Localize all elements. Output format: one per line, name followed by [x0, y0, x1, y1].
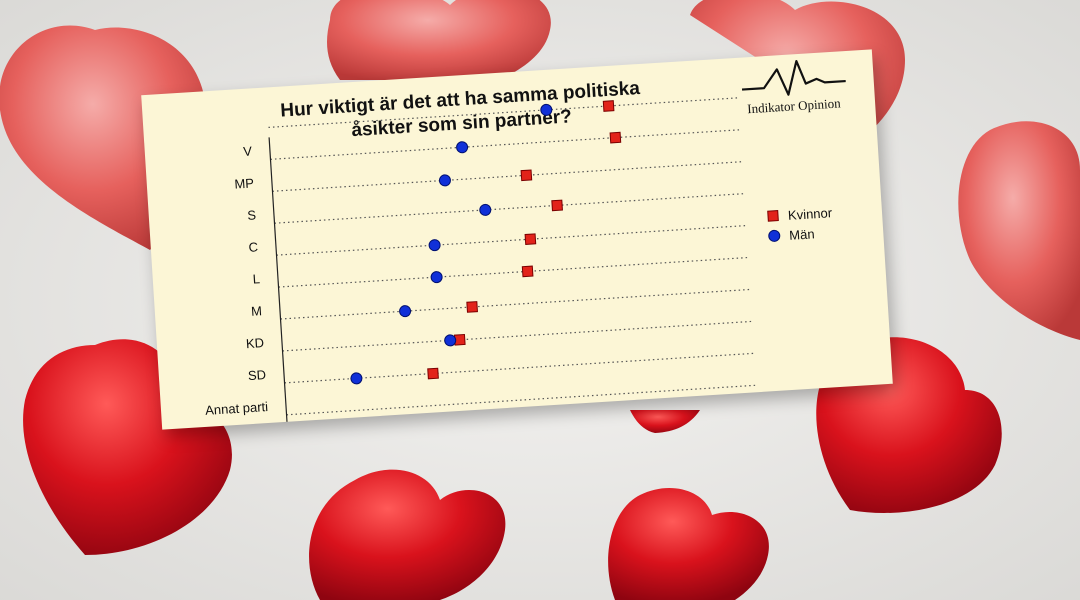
grid-line — [272, 161, 742, 192]
grid-line — [276, 225, 746, 256]
sugar-heart — [958, 121, 1080, 340]
grid-line — [280, 288, 750, 320]
kvinnor-point — [602, 100, 615, 112]
legend-label: Kvinnor — [788, 205, 834, 223]
legend: Kvinnor Män — [767, 205, 834, 243]
kvinnor-point — [524, 233, 537, 245]
grid-line — [284, 352, 754, 384]
man-point — [479, 203, 492, 216]
kvinnor-point — [551, 199, 563, 212]
legend-marker-man — [768, 229, 781, 242]
gummy-heart-partial — [630, 410, 700, 433]
brand-name: Indikator Opinion — [747, 95, 842, 116]
category-label: MP — [234, 175, 254, 191]
man-point — [456, 141, 469, 154]
kvinnor-point — [520, 169, 533, 182]
kvinnor-point — [609, 131, 622, 144]
man-point — [444, 334, 457, 347]
grid-line — [278, 256, 748, 288]
category-label: M — [251, 303, 263, 319]
pulse-line-icon — [741, 60, 846, 96]
man-point — [350, 372, 363, 385]
kvinnor-point — [521, 265, 534, 278]
gummy-heart — [608, 487, 769, 600]
kvinnor-point — [427, 367, 439, 380]
kvinnor-point — [466, 301, 478, 313]
man-point — [428, 239, 441, 252]
category-label: SD — [247, 367, 266, 383]
grid-line — [286, 384, 756, 416]
man-point — [399, 305, 412, 318]
category-label: KD — [245, 335, 264, 351]
category-label: Annat parti — [205, 399, 269, 418]
grid-line — [270, 129, 740, 160]
man-point — [430, 271, 443, 284]
dot-plot-chart: Hur viktigt är det att ha samma politisk… — [205, 60, 846, 430]
category-label: V — [243, 143, 253, 159]
man-point — [438, 174, 451, 187]
plot-area: 0102030405060708090100VMPSCLMKDSDAnnat p… — [205, 97, 778, 430]
category-label: C — [248, 239, 258, 255]
category-label: S — [247, 207, 257, 223]
grid-line — [274, 193, 744, 224]
grid-line — [282, 320, 752, 352]
gummy-heart — [309, 469, 506, 600]
man-point — [540, 103, 553, 116]
legend-marker-kvinnor — [767, 210, 779, 222]
chart-card: Hur viktigt är det att ha samma politisk… — [141, 49, 893, 430]
grid-line — [268, 97, 738, 128]
category-label: L — [252, 271, 260, 286]
indikator-opinion-logo: Indikator Opinion — [741, 60, 846, 116]
y-axis-line — [268, 137, 288, 424]
sugar-heart — [327, 0, 551, 80]
legend-label: Män — [789, 226, 815, 243]
